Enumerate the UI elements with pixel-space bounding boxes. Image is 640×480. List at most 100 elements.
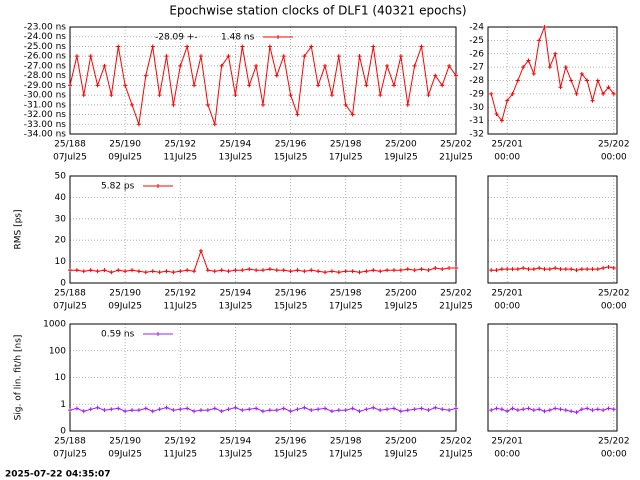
- data-point: [537, 38, 542, 43]
- data-point: [226, 407, 231, 412]
- x-tick-date: 00:00: [494, 153, 520, 163]
- y-tick-label: -25: [469, 36, 484, 46]
- data-point: [350, 112, 355, 117]
- x-tick-label: 25/188: [54, 289, 86, 299]
- x-tick-date: 11Jul25: [163, 302, 197, 312]
- x-tick-date: 19Jul25: [384, 302, 418, 312]
- x-tick-label: 25/194: [220, 289, 252, 299]
- data-point: [601, 91, 606, 96]
- plot-frame: [69, 175, 457, 284]
- data-point: [192, 83, 197, 88]
- data-point: [302, 269, 307, 274]
- x-tick-date: 17Jul25: [329, 153, 363, 163]
- data-point: [585, 78, 590, 83]
- data-point: [489, 408, 494, 413]
- data-point: [412, 268, 417, 273]
- data-point: [505, 267, 510, 272]
- data-point: [579, 71, 584, 76]
- data-point: [569, 409, 574, 414]
- data-point: [219, 409, 224, 414]
- data-point: [171, 102, 176, 107]
- data-point: [309, 44, 314, 49]
- data-point: [364, 269, 369, 274]
- data-point: [521, 266, 526, 271]
- legend-label: 5.82 ps: [101, 182, 135, 192]
- x-tick-label: 25/192: [164, 437, 196, 447]
- y-tick-label: -24.00 ns: [24, 32, 67, 42]
- plot-frame: [69, 26, 457, 135]
- data-point: [81, 409, 86, 414]
- data-point: [563, 408, 568, 413]
- data-point: [261, 409, 265, 414]
- data-point: [192, 269, 197, 274]
- data-point: [150, 409, 155, 414]
- data-point: [510, 267, 515, 272]
- data-point: [150, 269, 155, 274]
- data-point: [164, 269, 169, 274]
- data-point: [405, 408, 410, 413]
- data-point: [109, 407, 114, 412]
- data-point: [281, 268, 286, 273]
- data-point: [510, 406, 515, 411]
- y-axis-label: Sig. of lin. fit/h [ns]: [14, 335, 24, 421]
- data-point: [454, 406, 458, 411]
- data-point: [440, 407, 445, 412]
- data-point: [419, 44, 424, 49]
- y-tick-label: -31.00 ns: [24, 100, 67, 110]
- y-tick-label: -33.00 ns: [24, 120, 67, 130]
- data-point: [531, 71, 536, 76]
- data-point: [574, 410, 579, 415]
- x-tick-label: 25/198: [330, 289, 362, 299]
- data-point: [185, 406, 190, 411]
- data-point: [391, 268, 396, 273]
- data-point: [398, 409, 403, 414]
- data-point: [74, 406, 79, 411]
- data-point: [521, 407, 526, 412]
- data-point: [499, 118, 504, 123]
- y-tick-label: -29.00 ns: [24, 81, 67, 91]
- data-point: [254, 268, 259, 273]
- data-point: [240, 44, 245, 49]
- data-point: [531, 408, 536, 413]
- y-tick-label: -24: [469, 23, 484, 33]
- data-point: [447, 266, 452, 271]
- data-point: [489, 268, 494, 273]
- data-point: [563, 65, 568, 70]
- data-point: [233, 268, 238, 273]
- data-point: [510, 91, 515, 96]
- data-point: [81, 93, 86, 98]
- x-tick-date: 15Jul25: [274, 153, 308, 163]
- x-tick-label: 25/196: [275, 437, 307, 447]
- data-point: [611, 91, 616, 96]
- data-point: [357, 270, 362, 275]
- x-tick-date: 15Jul25: [274, 450, 308, 460]
- data-point: [136, 122, 141, 127]
- data-point: [574, 268, 579, 273]
- legend-marker: [276, 35, 280, 39]
- data-point: [164, 54, 169, 59]
- data-point: [109, 270, 114, 275]
- y-tick-label: -28.00 ns: [24, 71, 67, 81]
- data-point: [590, 98, 595, 103]
- data-point: [81, 269, 86, 274]
- y-tick-label: 50: [55, 172, 67, 182]
- data-point: [563, 267, 568, 272]
- data-point: [364, 83, 369, 88]
- data-point: [247, 267, 252, 272]
- data-point: [585, 406, 590, 411]
- data-point: [569, 78, 574, 83]
- data-point: [378, 93, 383, 98]
- data-point: [143, 73, 148, 78]
- data-point: [433, 266, 438, 271]
- data-point: [123, 409, 128, 414]
- data-point: [343, 269, 348, 274]
- data-point: [102, 268, 107, 273]
- data-point: [329, 409, 334, 414]
- data-point: [295, 112, 300, 117]
- data-point: [130, 102, 135, 107]
- data-point: [157, 270, 162, 275]
- data-point: [558, 85, 563, 90]
- x-tick-date: 09Jul25: [108, 153, 142, 163]
- data-point: [74, 54, 79, 59]
- y-axis-label: RMS [ps]: [14, 209, 24, 249]
